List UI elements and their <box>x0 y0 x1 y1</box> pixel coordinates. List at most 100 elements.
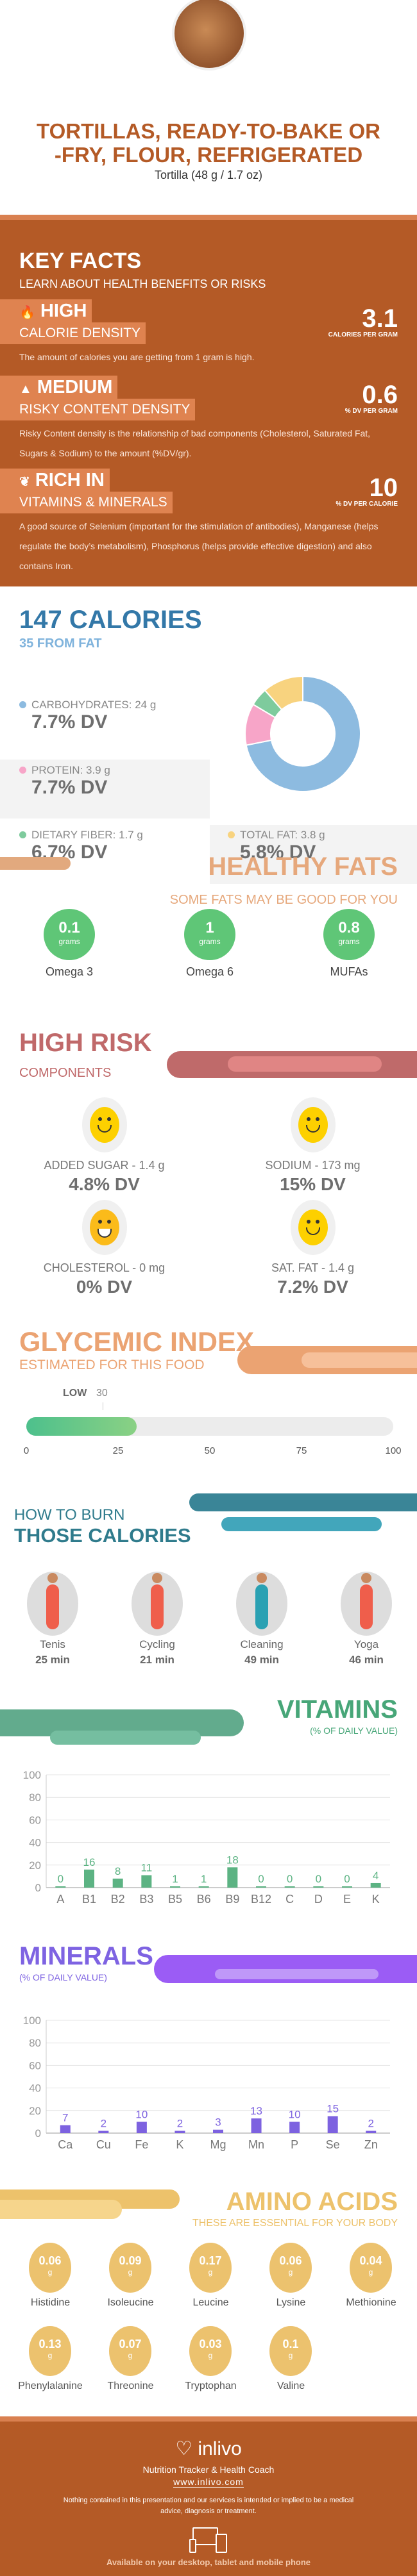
decor-band <box>0 2200 122 2219</box>
x-tick-label: Se <box>326 2138 340 2151</box>
x-tick-label: D <box>314 1893 323 1906</box>
amino-label: Tryptophan <box>185 2381 237 2391</box>
x-tick-label: Ca <box>58 2138 73 2151</box>
fact-label: RISKY CONTENT DENSITY <box>0 399 196 420</box>
y-tick-label: 80 <box>29 1791 41 1804</box>
amino-blob: 0.17 g <box>189 2243 232 2293</box>
amino-title: AMINO ACIDS <box>226 2188 398 2216</box>
bar-value-label: 0 <box>344 1873 350 1885</box>
bar <box>141 1875 152 1888</box>
amino-blob: 0.04 g <box>350 2243 392 2293</box>
bar-value-label: 0 <box>316 1873 321 1885</box>
x-tick-label: A <box>56 1893 64 1906</box>
amino-blob: 0.09 g <box>109 2243 151 2293</box>
amino-label: Valine <box>277 2381 305 2391</box>
x-tick-label: B5 <box>168 1893 182 1906</box>
glycemic-tick: 75 <box>296 1445 307 1456</box>
fact-description: Risky Content density is the relationshi… <box>19 428 371 458</box>
exercise-time: 21 min <box>140 1654 174 1666</box>
bar-value-label: 0 <box>287 1873 293 1885</box>
heart-leaf-icon: ♡ <box>175 2438 198 2459</box>
minerals-bar-chart: 0 20 40 60 80 100 7 Ca 2 Cu 10 Fe 2 K 3 Mg 13 Mn 10 P 15 Se 2 Z… <box>23 2015 390 2151</box>
fact-value: 10% DV PER CALORIE <box>336 474 398 508</box>
bar <box>98 2131 109 2133</box>
decor-band <box>189 1493 417 1511</box>
exercise-time: 49 min <box>244 1654 279 1666</box>
food-title-line2: -FRY, FLOUR, REFRIGERATED <box>54 143 363 167</box>
high-risk-title: HIGH RISK <box>19 1029 152 1057</box>
bar <box>213 2129 223 2133</box>
bar <box>55 1886 66 1888</box>
bar-value-label: 3 <box>215 2116 221 2129</box>
fact-description: The amount of calories you are getting f… <box>19 352 255 362</box>
glycemic-level: LOW <box>63 1388 87 1399</box>
amino-label: Isoleucine <box>107 2297 154 2308</box>
risk-dv: 4.8% DV <box>69 1174 140 1194</box>
minerals-subtitle: (% OF DAILY VALUE) <box>19 1972 107 1982</box>
bar-value-label: 7 <box>62 2112 68 2124</box>
risk-dv: 15% DV <box>280 1174 346 1194</box>
bar-value-label: 15 <box>327 2103 339 2115</box>
healthy-fats-subtitle: SOME FATS MAY BE GOOD FOR YOU <box>169 893 398 907</box>
x-tick-label: Mn <box>248 2138 264 2151</box>
food-photo <box>172 0 246 71</box>
healthy-fat-item: 1 grams Omega 6 <box>181 909 239 979</box>
y-tick-label: 60 <box>29 2059 41 2072</box>
donut-slice <box>245 675 361 792</box>
bar-value-label: 4 <box>373 1870 379 1882</box>
x-tick-label: C <box>285 1893 294 1906</box>
exercise-label: Tenis <box>40 1638 65 1650</box>
amino-label: Methionine <box>346 2297 396 2308</box>
fact-level-badge: ❦ RICH IN <box>0 469 110 492</box>
smiley-icon <box>291 1097 336 1152</box>
devices-icon <box>189 2527 228 2553</box>
bar <box>327 2116 338 2133</box>
x-tick-label: B6 <box>197 1893 211 1906</box>
website-link[interactable]: www.inlivo.com <box>173 2477 244 2488</box>
y-tick-label: 0 <box>35 2127 41 2140</box>
exercise-time: 46 min <box>349 1654 384 1666</box>
vitamins-title: VITAMINS <box>277 1695 398 1724</box>
bar-value-label: 10 <box>135 2108 148 2120</box>
x-tick-label: B2 <box>111 1893 125 1906</box>
bar <box>112 1878 123 1888</box>
bar-value-label: 16 <box>83 1856 96 1868</box>
availability-note: Available on your desktop, tablet and mo… <box>106 2557 311 2567</box>
fat-row-bg <box>210 825 417 884</box>
x-tick-label: B12 <box>251 1893 271 1906</box>
x-tick-label: B9 <box>225 1893 239 1906</box>
bar <box>136 2122 147 2133</box>
risk-label: SODIUM - 173 mg <box>265 1159 361 1172</box>
macro-item: CARBOHYDRATES: 24 g 7.7% DV <box>19 699 156 733</box>
cleaning-icon <box>236 1572 287 1636</box>
grin-icon <box>82 1200 127 1255</box>
exercise-label: Yoga <box>353 1638 379 1650</box>
fact-value: 3.1 CALORIES PER GRAM <box>328 304 398 338</box>
bar-value-label: 0 <box>58 1873 64 1885</box>
bar <box>227 1867 238 1888</box>
bar <box>174 2131 185 2133</box>
x-tick-label: B3 <box>139 1893 153 1906</box>
exercise-time: 25 min <box>35 1654 70 1666</box>
x-tick-label: E <box>343 1893 351 1906</box>
bar <box>84 1869 94 1888</box>
protein-row-bg <box>0 760 210 819</box>
bar-value-label: 11 <box>141 1862 153 1874</box>
legend-dot <box>228 831 235 838</box>
calories-from-fat: 35 FROM FAT <box>19 636 102 651</box>
decor-band <box>0 857 71 870</box>
warning-icon: ▲ <box>19 382 32 396</box>
y-tick-label: 80 <box>29 2037 41 2049</box>
y-tick-label: 40 <box>29 1837 41 1849</box>
glycemic-track <box>26 1417 393 1436</box>
y-tick-label: 0 <box>35 1882 41 1894</box>
vitamins-subtitle: (% OF DAILY VALUE) <box>310 1725 398 1736</box>
fat-blob: 1 grams <box>184 909 235 960</box>
amino-blob: 0.1 g <box>269 2326 312 2376</box>
amino-blob: 0.03 g <box>189 2326 232 2376</box>
bar-value-label: 0 <box>258 1873 264 1885</box>
tennis-icon <box>27 1572 78 1636</box>
bar-value-label: 13 <box>250 2105 262 2117</box>
bar <box>289 2122 300 2133</box>
bar <box>198 1886 209 1888</box>
